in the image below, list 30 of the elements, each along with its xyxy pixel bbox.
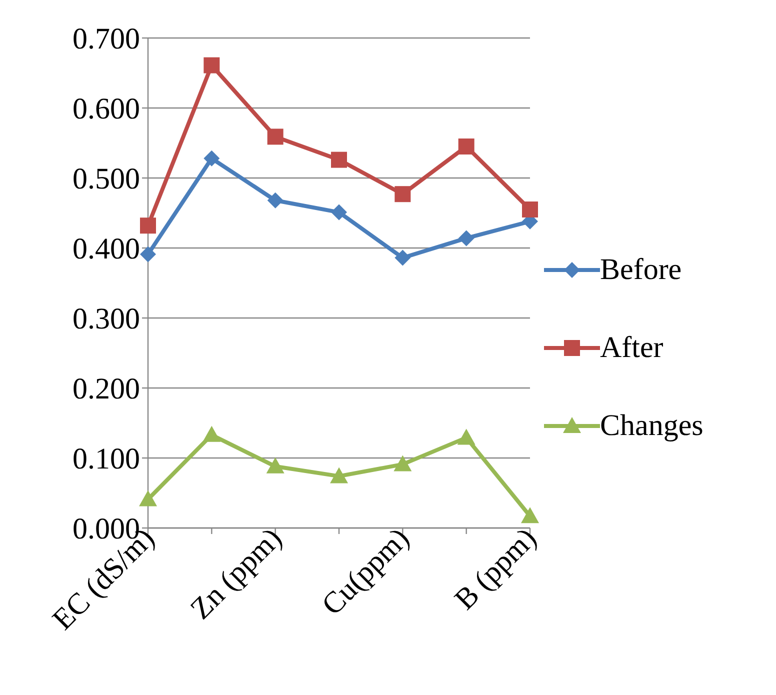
point [522, 202, 538, 218]
point [267, 192, 284, 208]
point [394, 455, 412, 472]
point [202, 426, 221, 442]
y-tick-label: 0.300 [72, 302, 140, 336]
point [457, 428, 476, 445]
point [458, 138, 474, 154]
y-tick-label: 0.400 [72, 232, 140, 266]
point [394, 186, 411, 202]
point [330, 467, 348, 484]
point [140, 218, 156, 234]
y-tick-label: 0.600 [72, 92, 140, 126]
point [140, 246, 156, 262]
legend-label: Before [600, 253, 682, 287]
point [331, 204, 347, 220]
point [204, 150, 220, 166]
point [139, 490, 157, 506]
legend-label: After [600, 331, 664, 365]
point [266, 457, 284, 474]
point [394, 250, 411, 266]
point [521, 507, 539, 524]
y-tick-label: 0.100 [72, 442, 140, 476]
point [331, 152, 347, 168]
point [458, 230, 474, 246]
point [267, 128, 284, 145]
y-tick-label: 0.500 [72, 162, 140, 196]
y-tick-label: 0.700 [72, 22, 140, 56]
y-tick-label: 0.200 [72, 372, 140, 406]
point [204, 57, 220, 74]
legend-label: Changes [600, 409, 704, 443]
